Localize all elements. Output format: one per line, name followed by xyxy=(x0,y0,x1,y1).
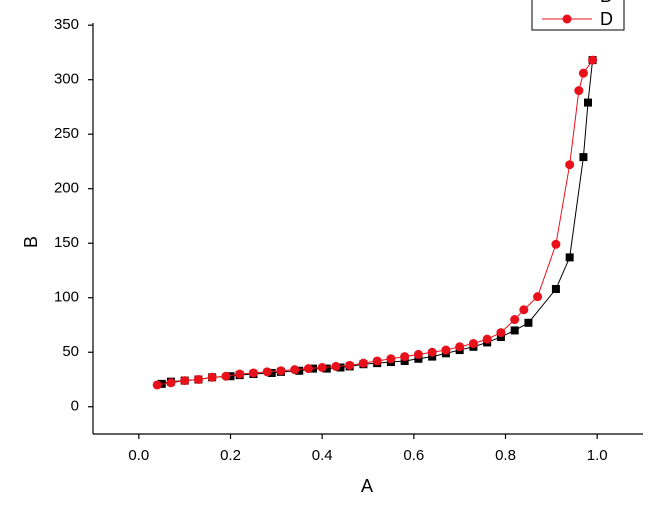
data-point xyxy=(193,374,203,384)
data-point xyxy=(551,285,560,294)
data-point xyxy=(276,366,286,376)
data-point xyxy=(322,364,331,373)
data-point xyxy=(226,372,235,381)
data-point xyxy=(574,86,584,96)
legend-label: B xyxy=(600,0,612,6)
y-tick-label: 250 xyxy=(54,125,79,142)
series-line xyxy=(161,60,594,385)
data-point xyxy=(295,366,304,375)
data-point xyxy=(262,367,272,377)
y-tick-label: 200 xyxy=(54,180,79,197)
data-point xyxy=(358,358,368,368)
series-line xyxy=(157,59,593,386)
data-point xyxy=(579,153,588,162)
data-point xyxy=(331,361,341,371)
data-point xyxy=(510,315,520,325)
data-point xyxy=(588,55,598,65)
data-point xyxy=(303,364,313,374)
data-point xyxy=(510,326,519,335)
data-point xyxy=(372,356,382,366)
data-point xyxy=(519,305,529,315)
legend-label: D xyxy=(600,9,613,29)
x-axis-title: A xyxy=(361,476,373,496)
data-point xyxy=(317,362,327,372)
legend-box xyxy=(531,0,625,31)
data-point xyxy=(413,349,423,359)
legend-marker xyxy=(562,14,572,24)
data-point xyxy=(578,68,588,78)
y-tick-label: 350 xyxy=(54,16,79,33)
data-point xyxy=(565,253,574,262)
x-tick-label: 0.6 xyxy=(403,447,424,464)
data-point xyxy=(336,363,345,372)
data-point xyxy=(166,378,176,388)
data-point xyxy=(468,339,478,349)
data-point xyxy=(386,354,396,364)
data-point xyxy=(441,345,451,355)
data-point xyxy=(235,369,245,379)
y-tick-label: 50 xyxy=(62,343,79,360)
y-tick-label: 0 xyxy=(71,398,79,415)
data-point xyxy=(400,352,410,362)
y-tick-label: 150 xyxy=(54,234,79,251)
data-point xyxy=(345,360,355,370)
data-point xyxy=(267,368,276,377)
data-point xyxy=(533,292,543,302)
data-point xyxy=(482,334,492,344)
data-point xyxy=(248,368,258,378)
data-point xyxy=(290,365,300,375)
data-point xyxy=(565,160,575,170)
x-tick-label: 0.0 xyxy=(128,447,149,464)
data-point xyxy=(207,372,217,382)
x-tick-label: 0.8 xyxy=(495,447,516,464)
y-tick-label: 100 xyxy=(54,289,79,306)
data-point xyxy=(152,380,162,390)
x-tick-label: 0.2 xyxy=(220,447,241,464)
x-tick-label: 0.4 xyxy=(312,447,333,464)
data-point xyxy=(551,239,561,249)
data-point xyxy=(524,318,533,327)
data-point xyxy=(455,342,465,352)
data-point xyxy=(584,98,592,107)
y-tick-label: 300 xyxy=(54,71,79,88)
x-tick-label: 1.0 xyxy=(587,447,608,464)
data-point xyxy=(221,371,231,381)
data-point xyxy=(496,328,506,338)
y-axis-title: B xyxy=(21,236,41,248)
data-point xyxy=(427,347,437,357)
data-point xyxy=(180,376,190,386)
